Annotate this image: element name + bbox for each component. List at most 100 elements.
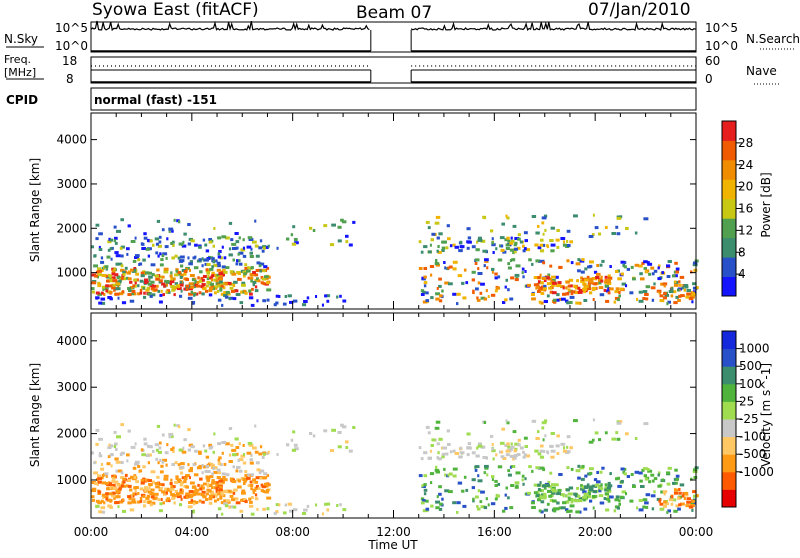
velocity-cell <box>199 477 203 481</box>
velocity-cell <box>205 498 209 501</box>
power-cell <box>556 298 560 302</box>
power-cell <box>560 237 566 240</box>
velocity-cell <box>193 473 199 477</box>
velocity-cell <box>137 465 141 468</box>
velocity-cell <box>611 437 616 441</box>
velocity-cell <box>620 479 624 483</box>
power-cell <box>108 290 113 294</box>
velocity-cell <box>192 463 196 467</box>
velocity-cell <box>157 498 161 502</box>
velocity-cell <box>105 474 108 478</box>
power-cell <box>209 286 214 290</box>
power-cell <box>447 237 451 241</box>
velocity-cell <box>565 494 568 498</box>
power-cell <box>127 293 132 296</box>
velocity-cell <box>114 480 119 484</box>
power-cell <box>249 292 253 296</box>
velocity-cell <box>223 502 228 506</box>
velocity-cell <box>171 496 176 500</box>
velocity-cell <box>642 498 648 502</box>
power-cell <box>685 295 690 299</box>
velocity-cell <box>569 492 573 496</box>
velocity-cell <box>238 458 244 462</box>
velocity-cell <box>107 455 111 459</box>
power-cell <box>196 281 200 284</box>
power-cell <box>157 289 161 293</box>
velocity-cell <box>266 507 270 511</box>
power-cell <box>259 262 265 266</box>
power-cell <box>543 214 548 218</box>
velocity-cell <box>502 457 507 460</box>
power-cell <box>261 277 267 281</box>
velocity-cell <box>583 498 586 502</box>
power-cell <box>539 243 544 247</box>
power-cell <box>439 294 443 298</box>
power-cell <box>509 248 514 252</box>
velocity-cell <box>668 498 674 502</box>
power-cell <box>534 243 539 247</box>
power-cell <box>161 282 166 286</box>
velocity-cell <box>111 479 116 483</box>
power-cell <box>645 297 649 301</box>
velocity-cell <box>539 455 545 459</box>
velocity-cell <box>443 467 446 471</box>
velocity-cell <box>592 490 597 493</box>
power-cell <box>170 271 173 275</box>
power-cell <box>675 270 679 274</box>
power-cell <box>577 269 581 273</box>
power-cell <box>430 296 434 300</box>
power-cell <box>471 245 476 249</box>
velocity-cell <box>144 488 149 492</box>
power-cell <box>457 274 463 278</box>
power-cell <box>109 278 114 282</box>
velocity-cell <box>483 471 486 475</box>
power-cell <box>577 258 581 262</box>
power-cell <box>472 289 475 293</box>
power-cell <box>194 279 197 283</box>
power-cell <box>120 218 124 222</box>
power-cell <box>250 266 254 270</box>
power-cell <box>254 289 259 293</box>
velocity-cell <box>598 489 602 493</box>
power-cell <box>166 237 169 241</box>
velocity-cell <box>159 470 164 474</box>
velocity-cell <box>291 448 297 452</box>
power-cell <box>158 235 162 239</box>
velocity-cell <box>600 483 603 487</box>
velocity-cell <box>179 503 183 507</box>
power-cell <box>690 293 694 297</box>
power-cell <box>200 285 204 289</box>
power-cell <box>160 258 164 262</box>
velocity-cell <box>484 464 489 468</box>
velocity-cell <box>326 502 331 506</box>
power-cell <box>214 273 217 277</box>
power-cell <box>452 243 456 247</box>
power-cell <box>667 260 672 263</box>
power-cell <box>208 276 212 280</box>
velocity-cell <box>613 509 617 513</box>
power-cell <box>155 284 159 288</box>
velocity-cell <box>661 478 665 482</box>
power-cell <box>583 290 586 294</box>
power-cell <box>157 254 160 258</box>
colorbar-bin <box>722 436 736 455</box>
velocity-cell <box>239 509 244 513</box>
velocity-cell <box>449 450 453 454</box>
velocity-cell <box>459 451 465 455</box>
power-cell <box>276 246 279 250</box>
velocity-cell <box>159 487 163 490</box>
power-cell <box>541 285 545 289</box>
power-cell <box>127 277 132 281</box>
velocity-cell <box>577 464 581 468</box>
velocity-cell <box>211 481 215 485</box>
velocity-cell <box>218 488 223 492</box>
power-cell <box>249 255 254 258</box>
velocity-cell <box>659 507 665 511</box>
velocity-cell <box>452 449 456 453</box>
velocity-cell <box>604 486 608 490</box>
power-cell <box>692 263 698 267</box>
velocity-cell <box>574 494 579 498</box>
velocity-cell <box>121 509 127 513</box>
velocity-cell <box>576 486 579 490</box>
velocity-cell <box>198 464 202 468</box>
